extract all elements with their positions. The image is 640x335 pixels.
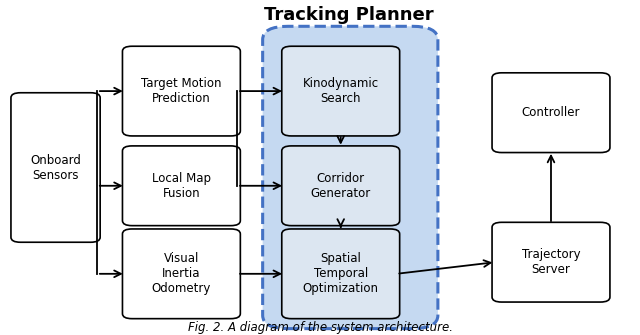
Text: Onboard
Sensors: Onboard Sensors [30,153,81,182]
Text: Fig. 2. A diagram of the system architecture.: Fig. 2. A diagram of the system architec… [188,321,452,334]
FancyBboxPatch shape [282,46,399,136]
Text: Spatial
Temporal
Optimization: Spatial Temporal Optimization [303,252,379,295]
FancyBboxPatch shape [262,26,438,329]
FancyBboxPatch shape [282,146,399,226]
FancyBboxPatch shape [492,222,610,302]
Text: Local Map
Fusion: Local Map Fusion [152,172,211,200]
Text: Trajectory
Server: Trajectory Server [522,248,580,276]
FancyBboxPatch shape [122,46,241,136]
Text: Corridor
Generator: Corridor Generator [310,172,371,200]
Text: Visual
Inertia
Odometry: Visual Inertia Odometry [152,252,211,295]
FancyBboxPatch shape [122,229,241,319]
Text: Controller: Controller [522,106,580,119]
FancyBboxPatch shape [492,73,610,152]
Text: Tracking Planner: Tracking Planner [264,6,433,24]
FancyBboxPatch shape [282,229,399,319]
Text: Target Motion
Prediction: Target Motion Prediction [141,77,221,105]
Text: Kinodynamic
Search: Kinodynamic Search [303,77,379,105]
FancyBboxPatch shape [11,93,100,242]
FancyBboxPatch shape [122,146,241,226]
